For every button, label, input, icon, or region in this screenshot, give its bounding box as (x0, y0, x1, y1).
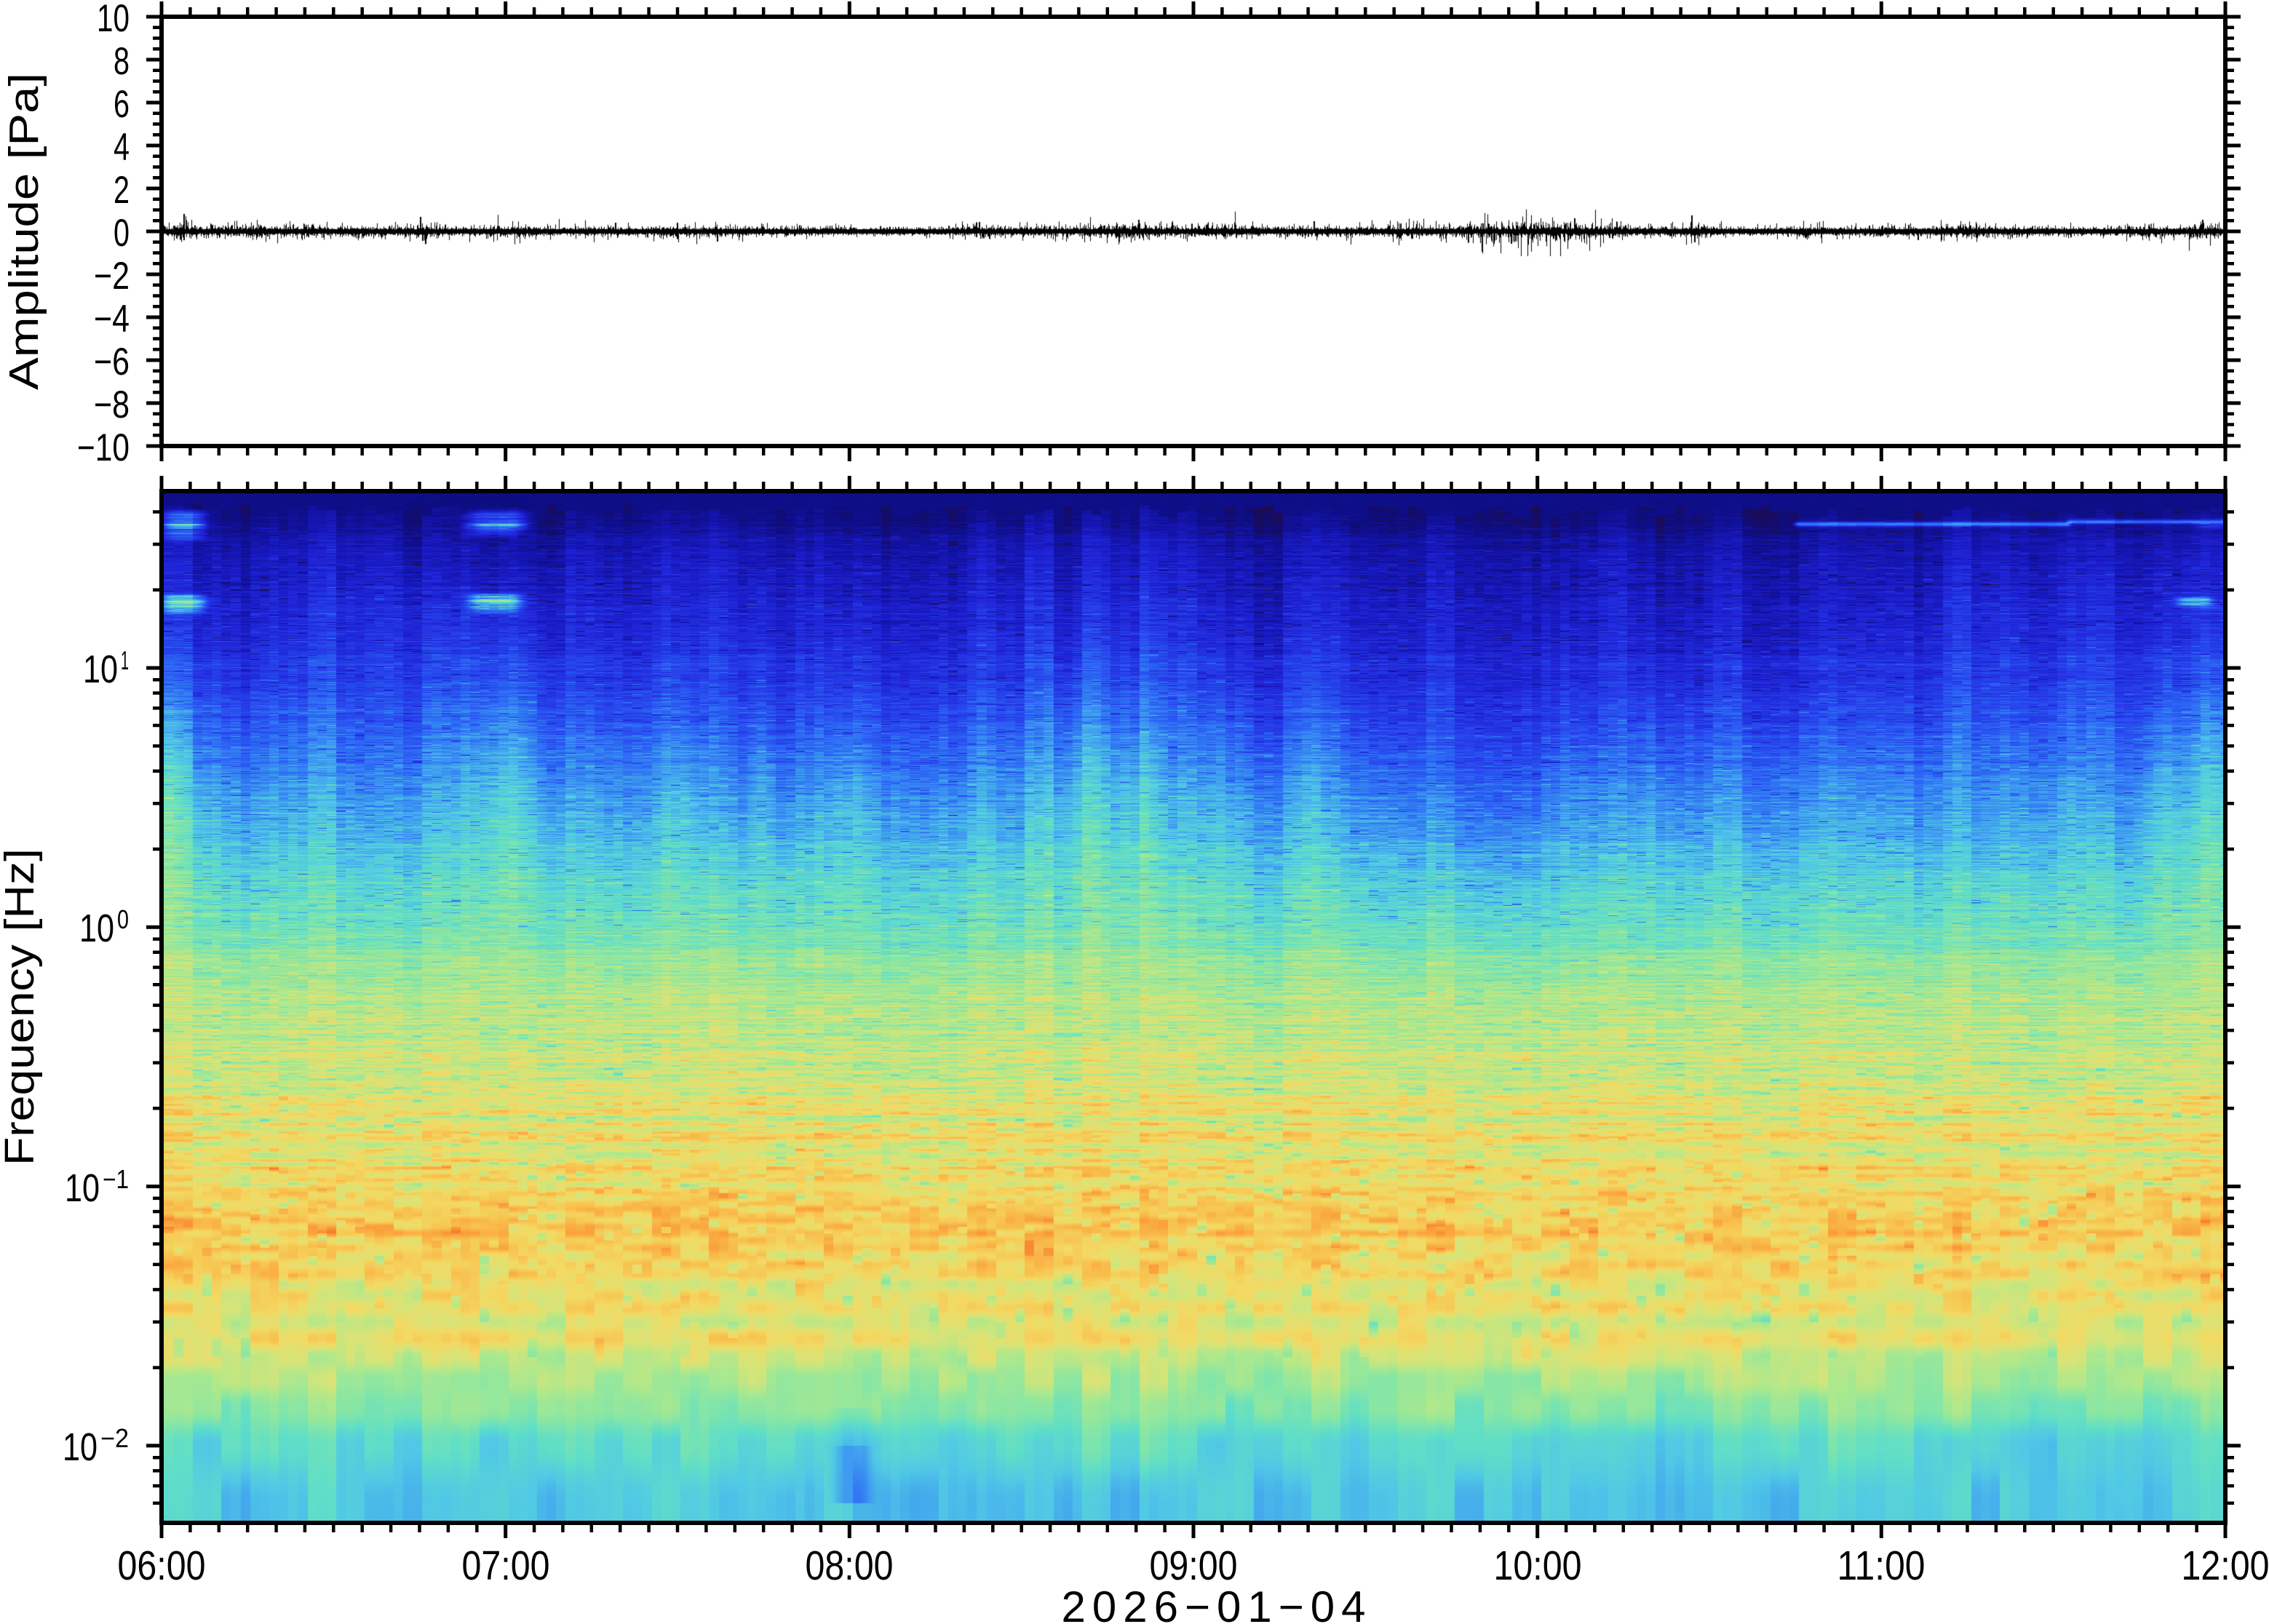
svg-text:10:00: 10:00 (1494, 1543, 1582, 1589)
svg-text:4: 4 (114, 126, 130, 169)
svg-text:−2: −2 (100, 1423, 129, 1453)
svg-text:−10: −10 (77, 426, 130, 469)
svg-text:−8: −8 (94, 383, 130, 426)
svg-text:10: 10 (65, 1166, 100, 1210)
svg-text:8: 8 (114, 40, 130, 83)
svg-text:Frequency [Hz]: Frequency [Hz] (0, 848, 43, 1166)
svg-text:07:00: 07:00 (462, 1543, 550, 1589)
svg-text:10: 10 (63, 1425, 98, 1469)
svg-text:06:00: 06:00 (118, 1543, 206, 1589)
svg-text:−6: −6 (94, 341, 130, 383)
svg-text:−2: −2 (94, 255, 130, 298)
svg-text:12:00: 12:00 (2182, 1543, 2269, 1589)
svg-text:2026−01−04: 2026−01−04 (1061, 1583, 1372, 1624)
svg-text:10: 10 (97, 0, 130, 40)
svg-text:09:00: 09:00 (1150, 1543, 1238, 1589)
svg-text:1: 1 (121, 645, 129, 675)
svg-text:−4: −4 (94, 298, 130, 341)
svg-text:Amplitude [Pa]: Amplitude [Pa] (1, 73, 47, 390)
svg-text:2: 2 (114, 169, 130, 212)
svg-text:11:00: 11:00 (1837, 1543, 1926, 1589)
svg-text:10: 10 (83, 648, 118, 691)
svg-text:0: 0 (114, 212, 130, 255)
svg-text:0: 0 (117, 904, 129, 934)
svg-text:10: 10 (79, 907, 114, 950)
svg-text:−1: −1 (103, 1164, 129, 1194)
svg-text:6: 6 (114, 83, 130, 126)
svg-text:08:00: 08:00 (806, 1543, 894, 1589)
